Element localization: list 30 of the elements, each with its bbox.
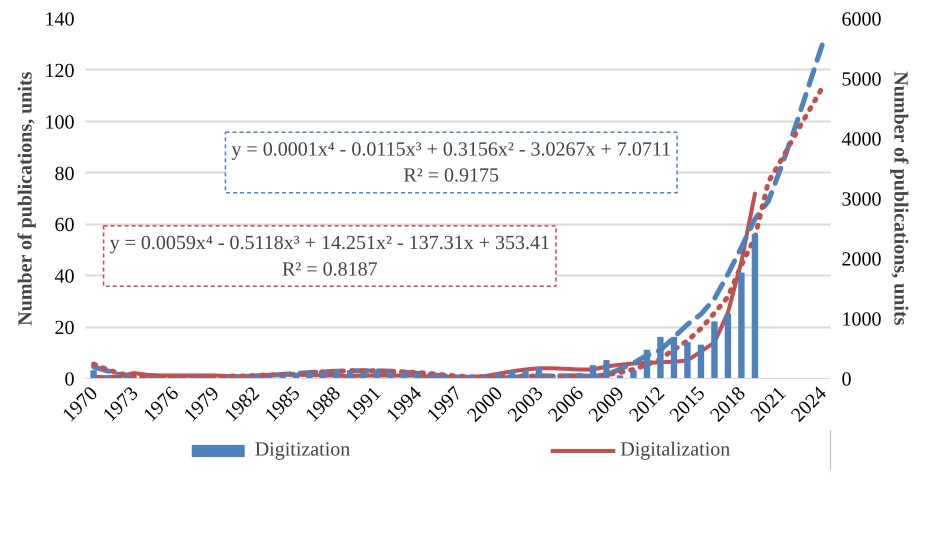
- y2-tick-label: 3000: [842, 188, 882, 210]
- x-tick-label: 1991: [342, 382, 386, 426]
- x-tick-label: 2021: [746, 382, 790, 426]
- y-tick-label: 80: [54, 162, 74, 185]
- y2-axis-title: Number of publications, units: [890, 71, 912, 326]
- x-tick-label: 1979: [180, 382, 224, 426]
- bar: [738, 272, 745, 378]
- y-tick-label: 0: [64, 368, 74, 390]
- y-tick-label: 60: [54, 214, 74, 236]
- bar: [724, 314, 732, 378]
- bar: [752, 234, 758, 378]
- y2-tick-label: 2000: [842, 248, 882, 270]
- y-tick-label: 120: [44, 60, 74, 82]
- annotation: y = 0.0059x⁴ - 0.5118x³ + 14.251x² - 137.31x + 353.41 R² = 0.8187: [110, 232, 550, 280]
- y2-tick-label: 1000: [842, 308, 882, 330]
- annotation: y = 0.0001x⁴ - 0.0115x³ + 0.3156x² - 3.0267x + 7.0711 R² = 0.9175: [231, 138, 672, 187]
- y2-tick-label: 4000: [842, 128, 882, 150]
- y-tick-label: 140: [44, 8, 74, 30]
- bar: [698, 344, 704, 378]
- legend-label: Digitization: [254, 438, 350, 462]
- y-tick-label: 100: [44, 111, 74, 134]
- legend-label: Digitalization: [620, 438, 730, 462]
- y2-tick-label: 5000: [842, 68, 882, 90]
- y-tick-label: 20: [54, 317, 74, 340]
- y-tick-label: 40: [54, 266, 74, 288]
- y2-tick-label: 6000: [842, 8, 882, 30]
- bar: [711, 321, 718, 378]
- bar: [684, 342, 691, 378]
- y2-tick-label: 0: [842, 368, 852, 390]
- y-axis-title: Number of publications, units: [14, 71, 36, 326]
